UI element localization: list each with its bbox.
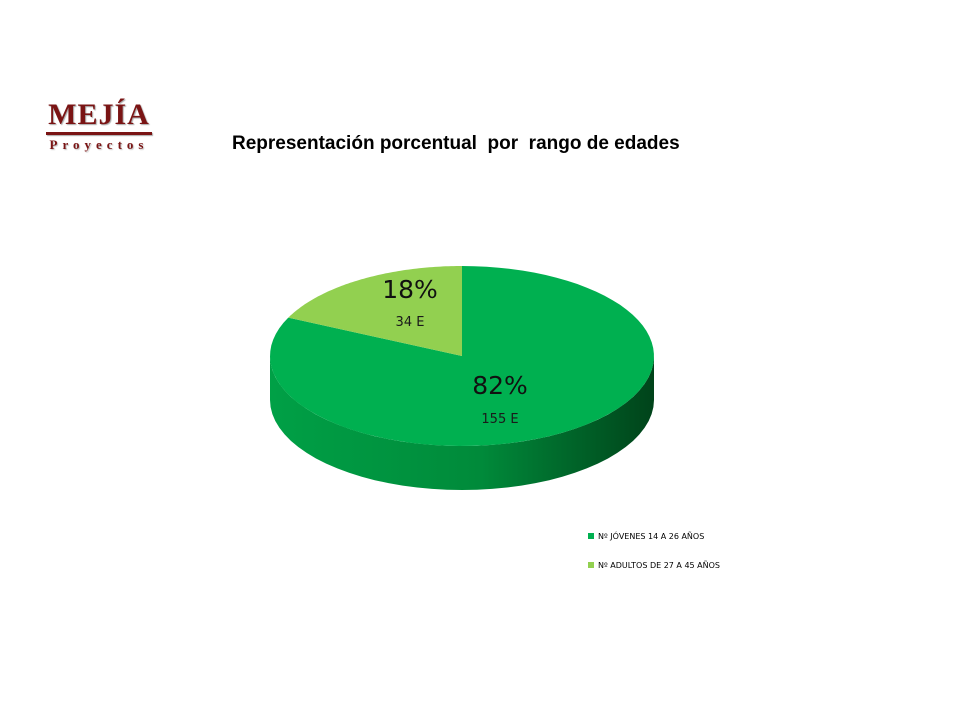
- pie-side-0: [270, 356, 654, 490]
- slice-count-label-0: 155 E: [481, 412, 518, 427]
- pie-slice-0: [270, 266, 654, 446]
- logo-underline: [46, 132, 152, 135]
- legend-swatch-0: [588, 533, 594, 539]
- logo: MEJÍA Proyectos: [44, 100, 154, 153]
- legend-swatch-1: [588, 562, 594, 568]
- pie-layer: [270, 266, 654, 490]
- logo-sub-text: Proyectos: [49, 137, 149, 152]
- legend: Nº JÓVENES 14 A 26 AÑOS Nº ADULTOS DE 27 …: [588, 530, 720, 570]
- slice-percent-label-0: 82%: [472, 371, 528, 400]
- logo-main-text: MEJÍA: [48, 98, 150, 131]
- pie-slice-1: [288, 266, 462, 356]
- label-layer: 82% 155 E 18% 34 E: [382, 275, 528, 427]
- chart-title: Representación porcentual por rango de e…: [232, 133, 680, 154]
- slice-count-label-1: 34 E: [396, 315, 425, 330]
- legend-label-1: Nº ADULTOS DE 27 A 45 AÑOS: [598, 560, 720, 570]
- legend-label-0: Nº JÓVENES 14 A 26 AÑOS: [598, 530, 704, 541]
- slice-percent-label-1: 18%: [382, 275, 438, 304]
